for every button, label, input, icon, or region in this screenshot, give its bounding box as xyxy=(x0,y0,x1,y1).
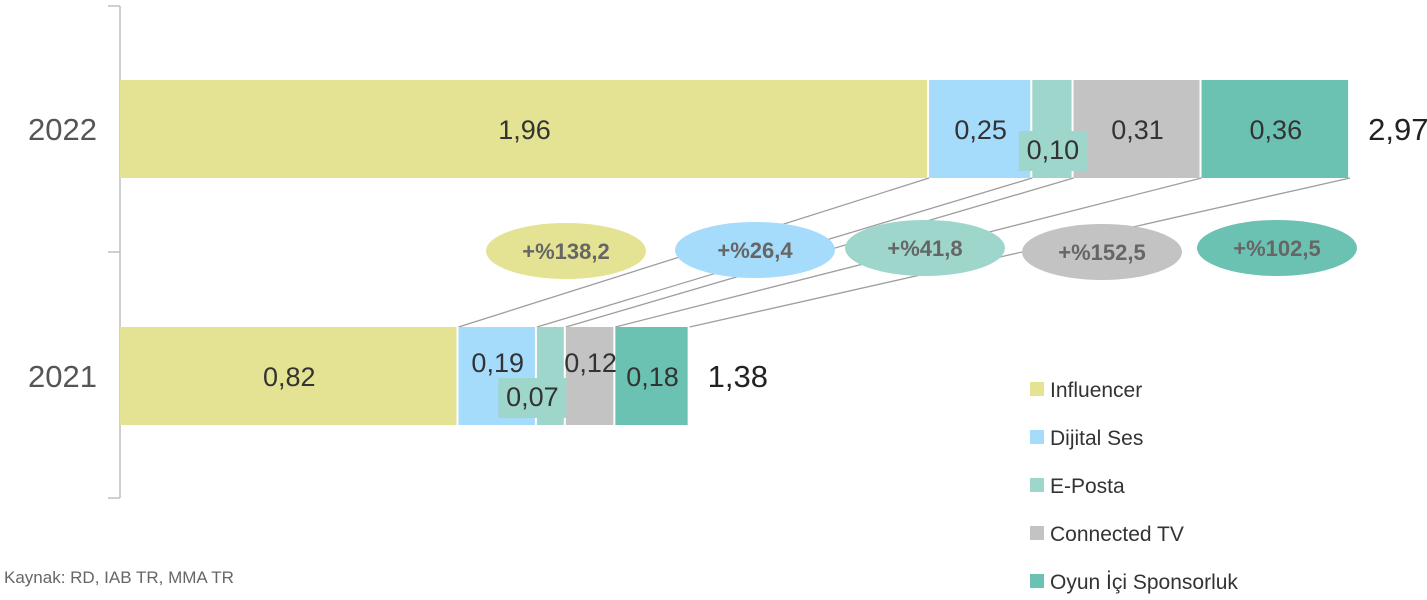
bar-segment xyxy=(615,327,688,425)
growth-badges: +%138,2 +%26,4 +%41,8 +%152,5 +%102,5 xyxy=(486,220,1357,280)
category-label: 2021 xyxy=(28,359,97,394)
growth-badge-label: +%102,5 xyxy=(1233,236,1320,261)
total-label: 2,97 xyxy=(1368,112,1427,147)
bar-segment xyxy=(929,80,1031,178)
legend-swatch xyxy=(1030,478,1044,492)
growth-badge-label: +%41,8 xyxy=(887,236,962,261)
bar-value-label: 0,31 xyxy=(1111,115,1164,145)
growth-badge xyxy=(845,220,1005,276)
bar-segment xyxy=(120,327,457,425)
legend-label: Connected TV xyxy=(1050,523,1184,546)
growth-badge xyxy=(675,222,835,278)
bar-value-label: 0,36 xyxy=(1250,115,1303,145)
bar-value-label: 0,82 xyxy=(263,362,316,392)
growth-badge-label: +%138,2 xyxy=(522,239,609,264)
source-note: Kaynak: RD, IAB TR, MMA TR xyxy=(4,568,234,587)
growth-badge xyxy=(486,223,646,279)
category-label: 2022 xyxy=(28,112,97,147)
growth-badge-label: +%152,5 xyxy=(1058,240,1145,265)
bar-segment xyxy=(1201,80,1349,178)
bar-value-label: 0,18 xyxy=(626,362,679,392)
bar-segment xyxy=(565,327,614,425)
legend: Influencer Dijital Ses E-Posta Connected TV… xyxy=(1030,379,1238,594)
growth-badge-label: +%26,4 xyxy=(717,238,793,263)
label-box xyxy=(1018,131,1087,171)
bar-segment xyxy=(1073,80,1200,178)
legend-swatch xyxy=(1030,526,1044,540)
bar-value-label: 0,25 xyxy=(954,115,1007,145)
growth-badge xyxy=(1022,224,1182,280)
legend-swatch xyxy=(1030,574,1044,588)
bars: 1,96 0,25 0,10 0,31 0,36 2,97 0,82 0,19 0,070,12… xyxy=(120,80,1427,425)
bar-value-label: 1,96 xyxy=(498,115,551,145)
legend-label: Dijital Ses xyxy=(1050,427,1143,450)
legend-label: Influencer xyxy=(1050,379,1142,402)
legend-label: Oyun İçi Sponsorluk xyxy=(1050,571,1238,594)
label-box xyxy=(498,378,567,418)
connector-line xyxy=(689,177,1351,328)
legend-label: E-Posta xyxy=(1050,475,1125,498)
category-axis: 2022 2021 xyxy=(28,5,121,499)
growth-badge xyxy=(1197,220,1357,276)
legend-swatch xyxy=(1030,382,1044,396)
bar-value-label: 0,12 xyxy=(564,348,617,378)
bar-value-label: 0,10 xyxy=(1027,135,1080,165)
bar-value-label: 0,19 xyxy=(471,348,524,378)
bar-segment xyxy=(120,80,928,178)
total-label: 1,38 xyxy=(708,359,768,394)
legend-swatch xyxy=(1030,430,1044,444)
bar-value-label: 0,07 xyxy=(506,382,559,412)
